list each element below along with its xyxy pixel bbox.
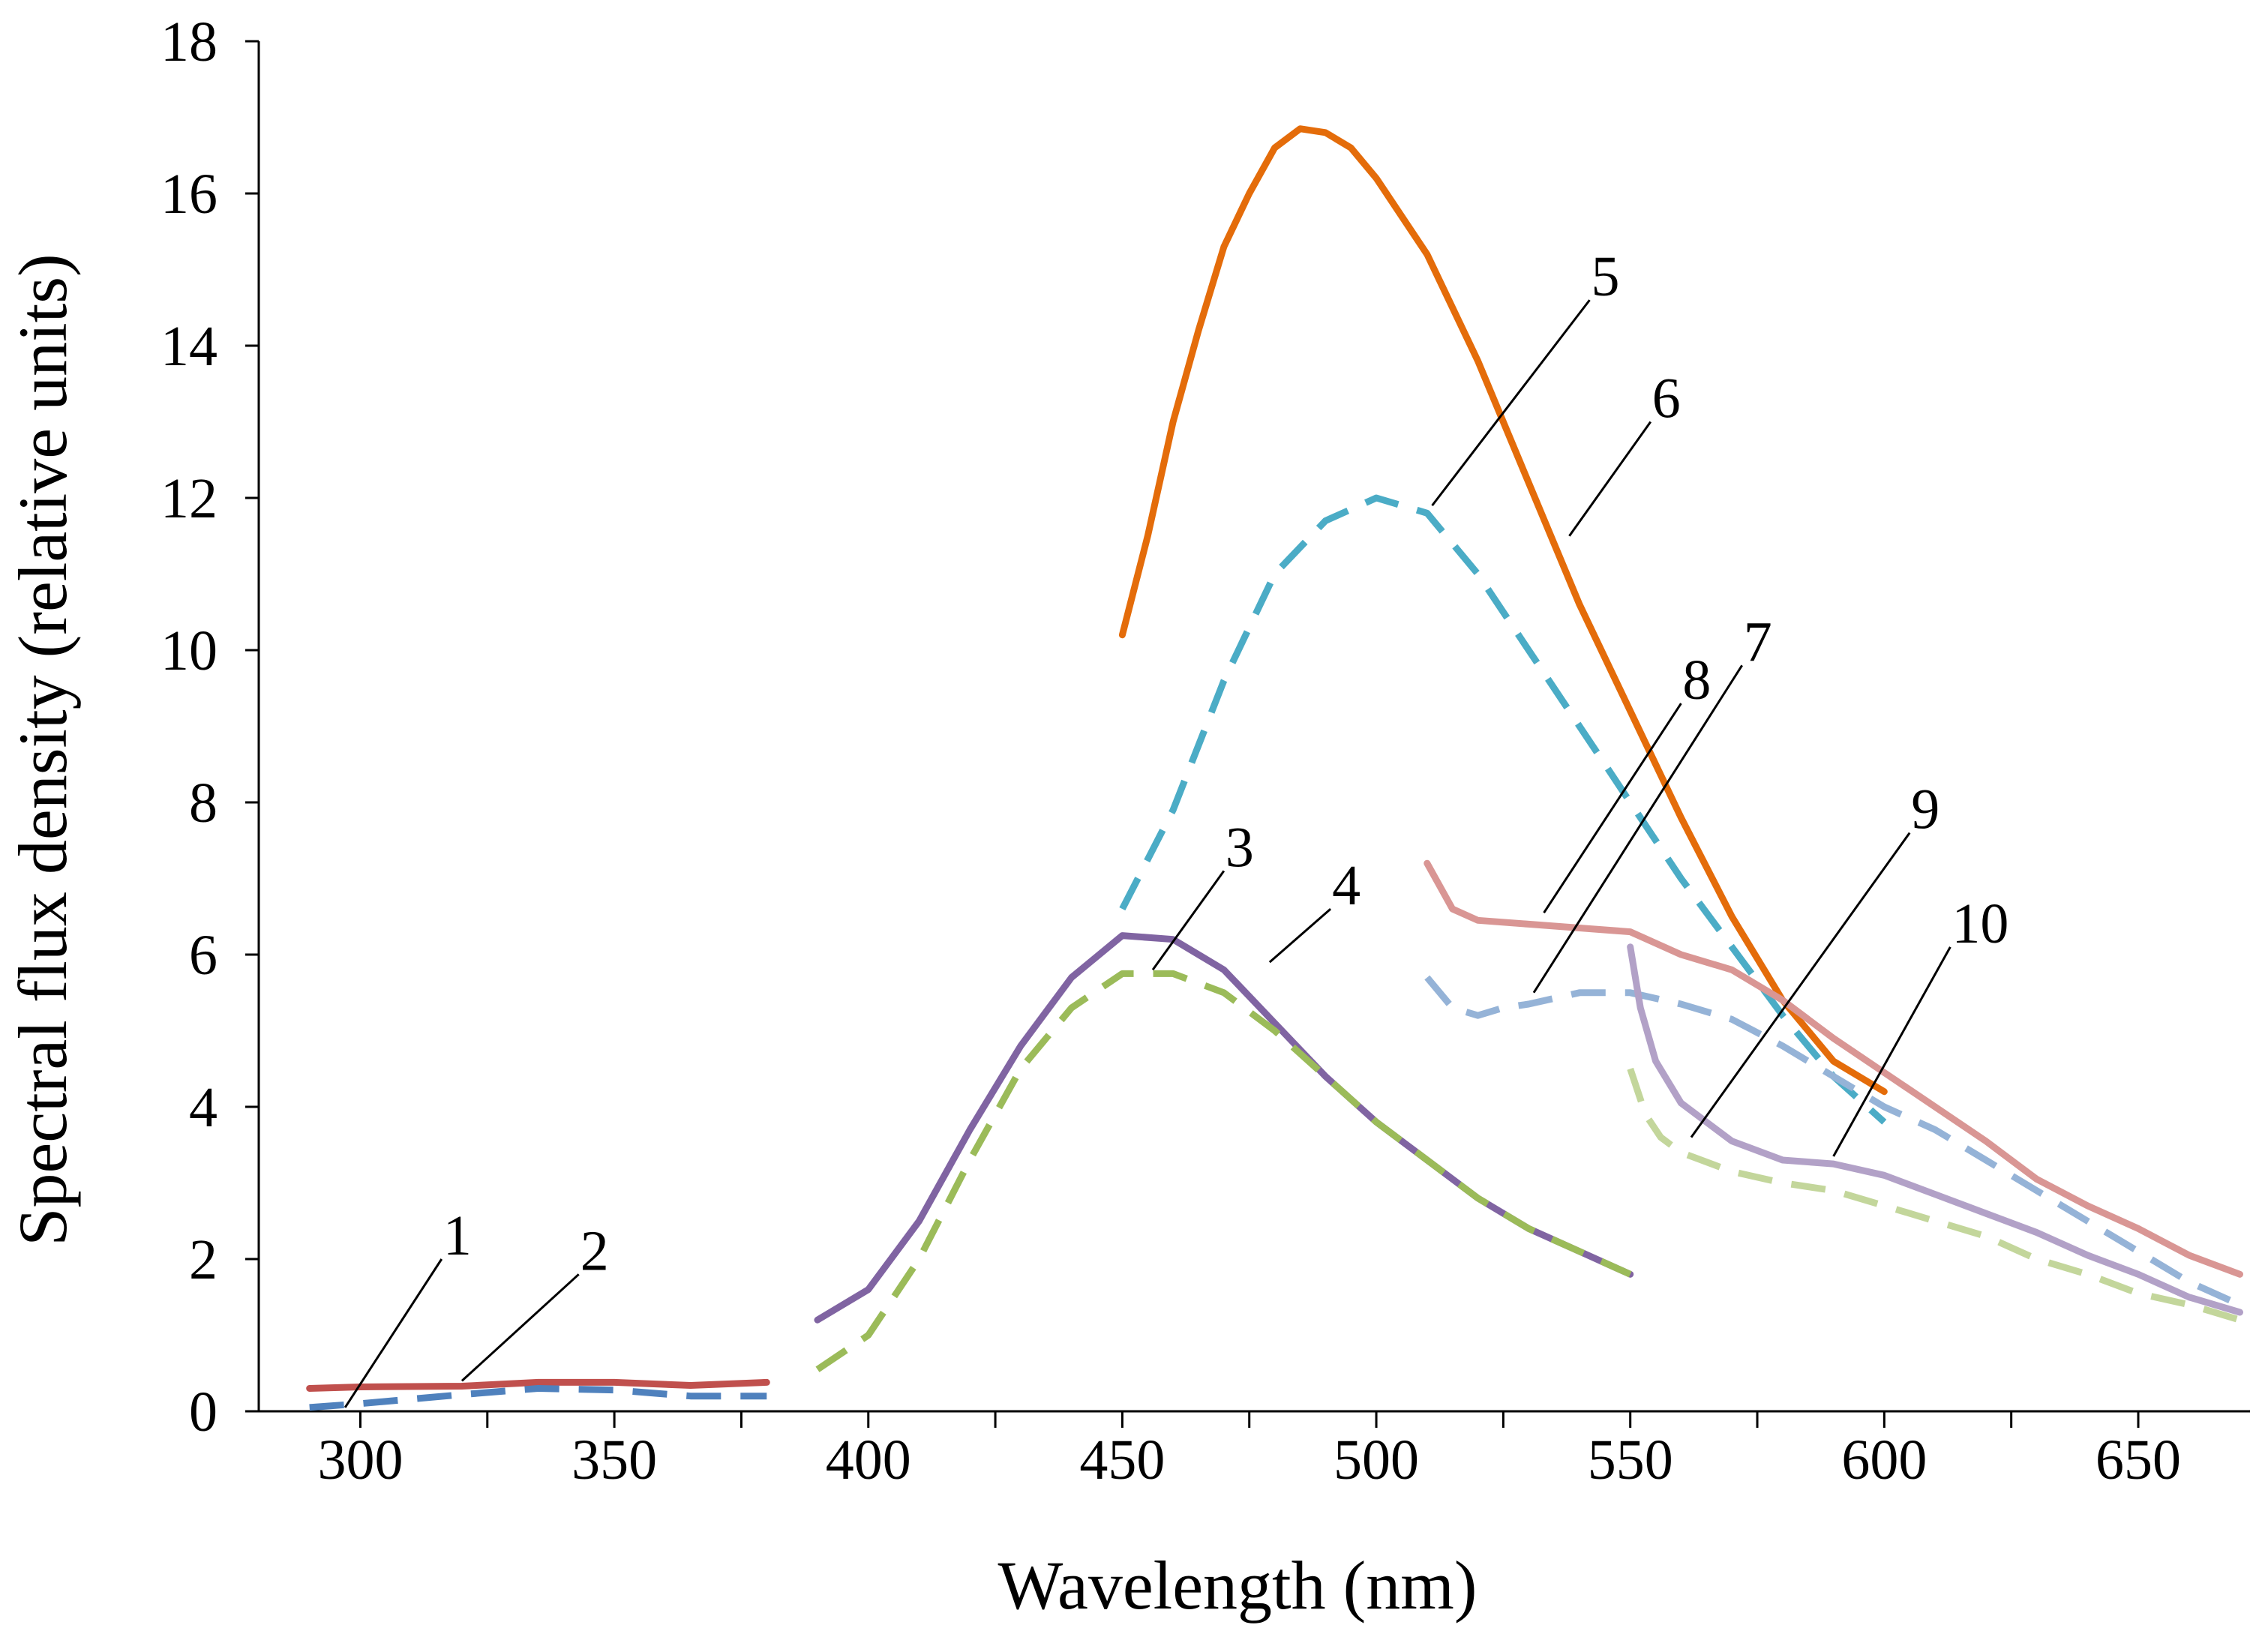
callout-leader-2 (460, 1273, 580, 1382)
x-axis-title: Wavelength (nm) (998, 1547, 1478, 1624)
series-line-7 (1424, 975, 2242, 1309)
callout-leader-9 (1690, 832, 1911, 1138)
y-tick-label: 14 (160, 315, 218, 378)
callout-leader-6 (1568, 421, 1652, 537)
x-tick-label: 350 (572, 1429, 657, 1492)
callout-label-4: 4 (1332, 854, 1360, 917)
series-line-4 (815, 970, 1632, 1372)
y-axis-title: Spectral flux density (relative units) (4, 253, 81, 1246)
x-tick-label: 600 (1841, 1429, 1927, 1492)
series-line-9 (1627, 1067, 2241, 1324)
series-line-8 (1424, 859, 2243, 1278)
x-tick-label: 650 (2096, 1429, 2181, 1492)
callout-label-6: 6 (1652, 367, 1681, 430)
callout-label-2: 2 (580, 1219, 609, 1282)
callout-leader-8 (1543, 703, 1682, 913)
series-line-1 (306, 1378, 770, 1392)
x-tick-label: 400 (826, 1429, 911, 1492)
callout-label-9: 9 (1911, 778, 1940, 841)
x-tick-label: 500 (1334, 1429, 1419, 1492)
x-tick-label: 550 (1588, 1429, 1673, 1492)
callout-leader-4 (1268, 907, 1332, 964)
callout-label-5: 5 (1592, 245, 1620, 308)
y-tick-label: 0 (189, 1381, 218, 1444)
callout-label-3: 3 (1226, 816, 1254, 879)
y-tick-label: 2 (189, 1228, 218, 1291)
y-tick-label: 18 (160, 10, 218, 73)
series-line-2 (309, 1385, 767, 1411)
series-lines (306, 125, 2243, 1411)
callout-label-10: 10 (1952, 892, 2008, 955)
y-tick-label: 8 (189, 772, 218, 835)
y-tick-label: 6 (189, 924, 218, 987)
callout-leader-5 (1431, 299, 1591, 507)
callout-leader-1 (344, 1258, 443, 1408)
y-tick-label: 16 (160, 163, 218, 226)
series-line-5 (1119, 494, 1887, 1125)
series-line-3 (814, 932, 1634, 1324)
callout-leader-7 (1532, 664, 1743, 994)
y-tick-label: 10 (160, 619, 218, 682)
series-line-10 (1627, 943, 2243, 1316)
callout-label-1: 1 (443, 1204, 472, 1267)
series-line-6 (1118, 125, 1888, 1096)
callout-label-7: 7 (1744, 610, 1772, 673)
x-tick-label: 450 (1079, 1429, 1165, 1492)
y-tick-label: 12 (160, 467, 218, 530)
callout-label-8: 8 (1682, 649, 1711, 712)
y-tick-label: 4 (189, 1076, 218, 1139)
x-tick-label: 300 (317, 1429, 403, 1492)
callout-leader-3 (1151, 870, 1226, 971)
callout-leader-10 (1832, 946, 1952, 1157)
